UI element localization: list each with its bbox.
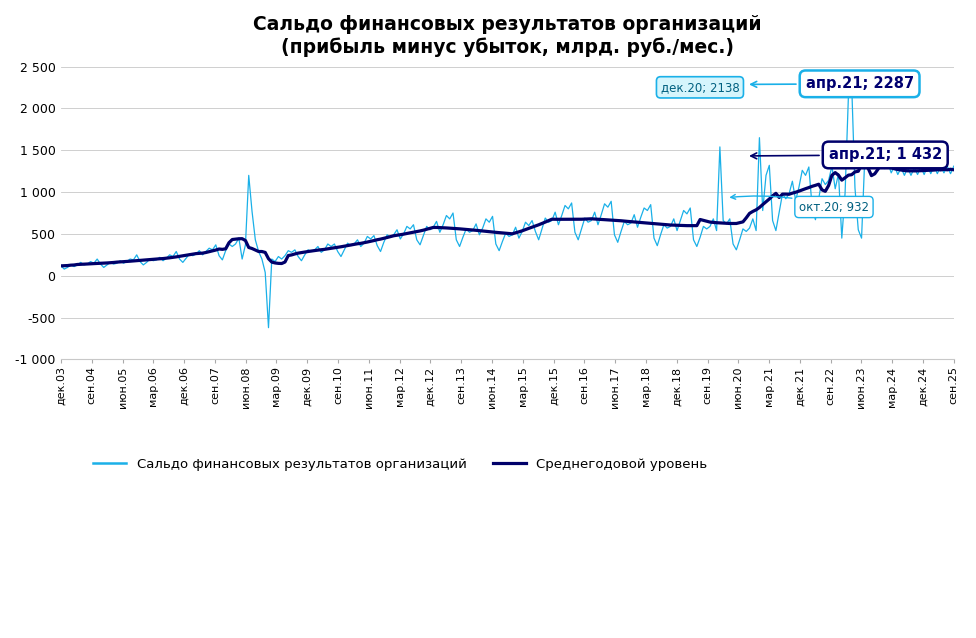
- Text: апр.21; 2287: апр.21; 2287: [751, 77, 914, 91]
- Text: дек.20; 2138: дек.20; 2138: [661, 81, 740, 96]
- Legend: Сальдо финансовых результатов организаций, Среднегодовой уровень: Сальдо финансовых результатов организаци…: [88, 452, 712, 476]
- Title: Сальдо финансовых результатов организаций
(прибыль минус убыток, млрд. руб./мес.: Сальдо финансовых результатов организаци…: [253, 15, 761, 57]
- Text: апр.21; 1 432: апр.21; 1 432: [751, 147, 942, 163]
- Text: окт.20; 932: окт.20; 932: [731, 195, 869, 214]
